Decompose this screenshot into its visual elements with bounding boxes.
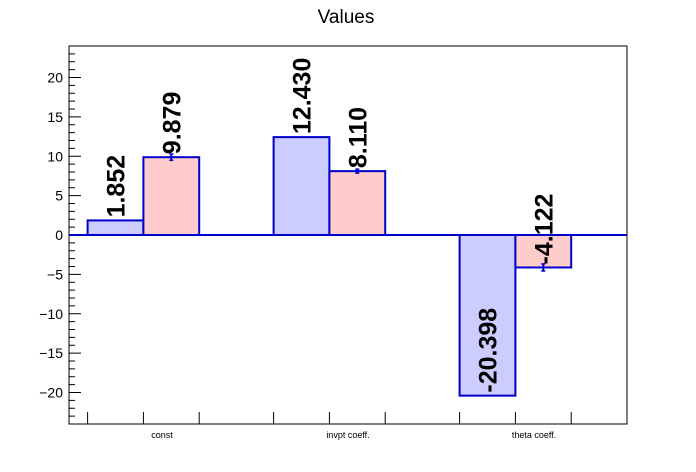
y-tick-label: 20 xyxy=(47,70,63,86)
y-tick-label: −20 xyxy=(39,385,63,401)
bar-value-label: 9.879 xyxy=(158,92,186,155)
y-tick-label: −5 xyxy=(47,266,63,282)
bar xyxy=(328,170,387,236)
bar-value-label: 1.852 xyxy=(103,155,131,218)
x-category-label: theta coeff. xyxy=(512,430,556,440)
bar xyxy=(86,219,145,236)
x-category-label: invpt coeff. xyxy=(326,430,369,440)
y-tick-label: −15 xyxy=(39,345,63,361)
bar xyxy=(272,136,331,237)
y-tick-label: −10 xyxy=(39,306,63,322)
y-tick-label: 0 xyxy=(55,227,63,243)
bar-value-label: -4.122 xyxy=(530,194,558,265)
x-category-label: const xyxy=(151,430,173,440)
y-tick-label: 15 xyxy=(47,109,63,125)
bar xyxy=(142,156,201,237)
bar xyxy=(514,234,573,269)
y-tick-label: 10 xyxy=(47,148,63,164)
bar-value-label: 8.110 xyxy=(344,107,372,168)
bar-value-label: -20.398 xyxy=(475,308,503,393)
chart-title: Values xyxy=(318,7,375,28)
bar-value-label: 12.430 xyxy=(289,58,317,134)
y-tick-label: 5 xyxy=(55,188,63,204)
